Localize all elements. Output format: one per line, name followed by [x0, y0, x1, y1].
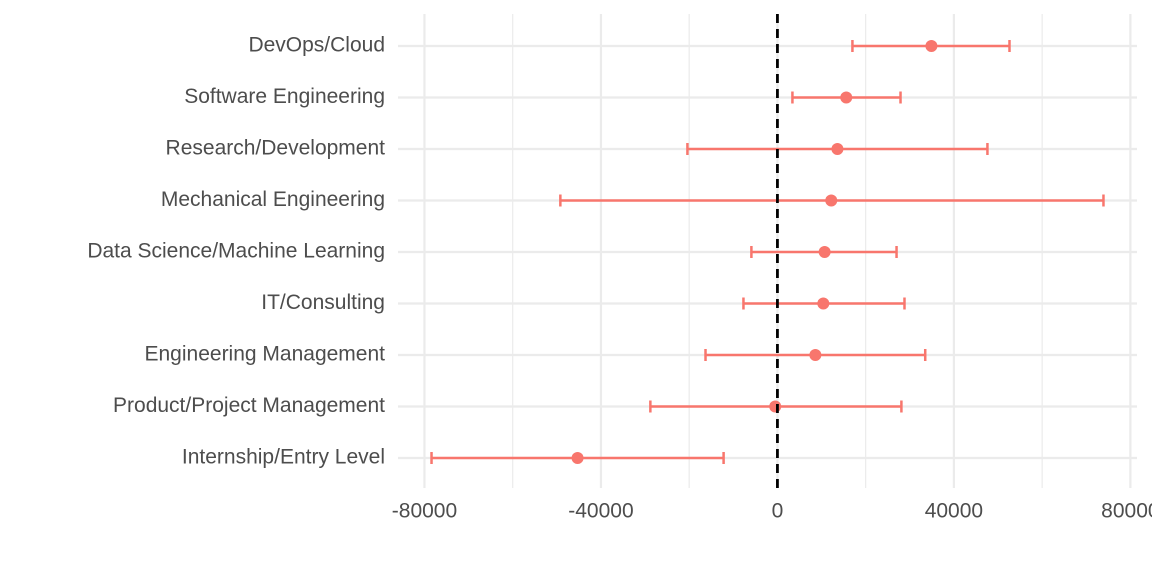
- point: [925, 40, 938, 52]
- y-tick-label: Mechanical Engineering: [161, 188, 385, 211]
- point: [817, 297, 830, 310]
- y-tick-label: Software Engineering: [184, 85, 385, 108]
- point: [818, 246, 831, 258]
- y-tick-label: DevOps/Cloud: [248, 34, 385, 57]
- y-tick-label: Data Science/Machine Learning: [87, 240, 385, 263]
- point: [809, 349, 822, 361]
- y-tick-label: Engineering Management: [145, 343, 386, 366]
- y-tick-label: Internship/Entry Level: [182, 446, 385, 469]
- y-tick-label: Research/Development: [166, 137, 386, 160]
- point: [831, 143, 844, 155]
- x-tick-label: 80000: [1101, 500, 1152, 523]
- x-tick-label: 40000: [925, 500, 983, 523]
- y-tick-label: IT/Consulting: [261, 291, 385, 314]
- x-tick-label: -80000: [392, 500, 457, 523]
- point: [571, 452, 584, 464]
- point: [825, 194, 838, 207]
- x-tick-label: -40000: [568, 500, 633, 523]
- y-tick-label: Product/Project Management: [113, 394, 385, 417]
- point: [840, 91, 853, 104]
- x-tick-label: 0: [772, 500, 784, 523]
- point: [769, 400, 782, 413]
